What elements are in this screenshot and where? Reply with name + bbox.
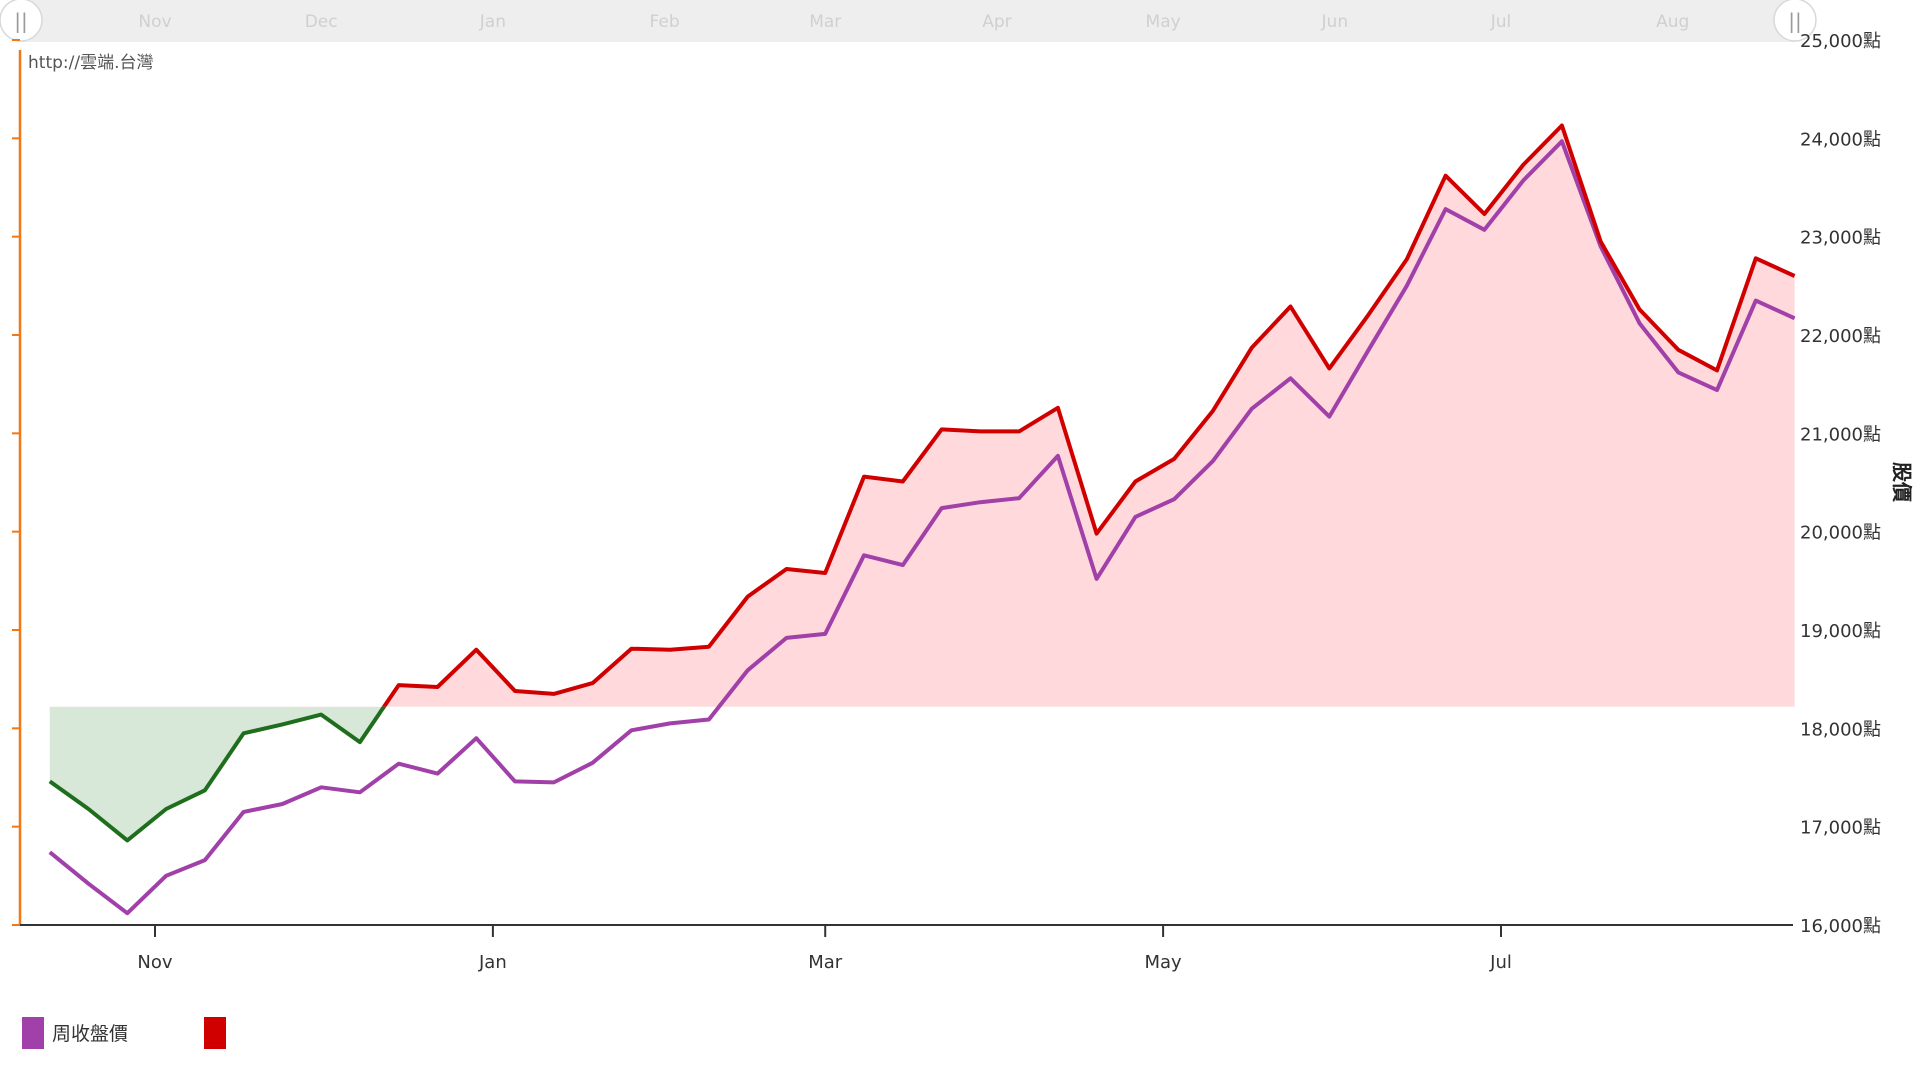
series-lines	[48, 123, 1796, 916]
scrollbar-label-jun: Jun	[1321, 12, 1349, 32]
y-axis-ticks: 16,000點 17,000點 18,000點 19,000點 20,000點 21,00…	[1800, 31, 1881, 937]
series-line-upper-above	[381, 123, 1796, 707]
legend-swatch-second-series	[204, 1017, 226, 1049]
scrollbar-left-grip[interactable]: ||	[0, 0, 43, 42]
scrollbar-right-handle[interactable]	[1773, 0, 1817, 42]
series-line-weekly-close	[48, 139, 1796, 916]
series-line-upper-below	[48, 706, 387, 843]
scrollbar-label-aug: Aug	[1656, 12, 1689, 32]
area-fill-below-baseline	[49, 706, 385, 841]
credit-text: http://雲端.台灣	[28, 53, 153, 73]
y-tick-label: 18,000點	[1800, 719, 1881, 740]
x-tick-label: May	[1145, 952, 1183, 973]
y-tick-label: 24,000點	[1800, 129, 1881, 150]
legend-item-second-series[interactable]	[204, 1017, 226, 1049]
x-tick-label: Jan	[478, 952, 507, 973]
scrollbar-label-apr: Apr	[982, 12, 1011, 32]
area-fill-above-baseline	[49, 125, 1795, 707]
y-tick-label: 21,000點	[1800, 424, 1881, 445]
scrollbar-navigator[interactable]: Nov Dec Jan Feb Mar Apr May Jun Jul Aug || ||	[0, 0, 1817, 42]
scrollbar-left-handle[interactable]	[0, 0, 43, 42]
y-tick-label: 17,000點	[1800, 818, 1881, 839]
scrollbar-label-jan: Jan	[479, 12, 506, 32]
grip-right-icon: ||	[1788, 9, 1801, 33]
scrollbar-label-dec: Dec	[305, 12, 338, 32]
scrollbar-label-mar: Mar	[809, 12, 841, 32]
legend-swatch-weekly-close	[22, 1017, 44, 1049]
y-axis-label: 股價	[1890, 462, 1914, 503]
y-tick-label: 23,000點	[1800, 228, 1881, 249]
scrollbar-label-may: May	[1146, 12, 1181, 32]
scrollbar-label-feb: Feb	[650, 12, 680, 32]
x-tick-label: Nov	[137, 952, 172, 973]
grip-left-icon: ||	[14, 9, 27, 33]
legend: 周收盤價	[22, 1017, 226, 1049]
scrollbar-track[interactable]	[20, 0, 1795, 42]
y-tick-label: 25,000點	[1800, 31, 1881, 52]
legend-label-weekly-close: 周收盤價	[52, 1023, 128, 1045]
scrollbar-month-labels: Nov Dec Jan Feb Mar Apr May Jun Jul Aug	[138, 12, 1689, 32]
legend-item-weekly-close[interactable]: 周收盤價	[22, 1017, 128, 1049]
scrollbar-right-grip[interactable]: ||	[1773, 0, 1817, 42]
y-tick-label: 16,000點	[1800, 916, 1881, 937]
x-tick-label: Mar	[808, 952, 843, 973]
left-axis-ticks	[12, 39, 20, 926]
area-fills	[49, 125, 1795, 841]
y-tick-label: 19,000點	[1800, 621, 1881, 642]
x-axis-ticks: Nov Jan Mar May Jul	[137, 925, 1512, 973]
x-tick-label: Jul	[1489, 952, 1512, 973]
scrollbar-label-nov: Nov	[138, 12, 171, 32]
y-tick-label: 22,000點	[1800, 326, 1881, 347]
scrollbar-label-jul: Jul	[1490, 12, 1512, 32]
y-tick-label: 20,000點	[1800, 523, 1881, 544]
